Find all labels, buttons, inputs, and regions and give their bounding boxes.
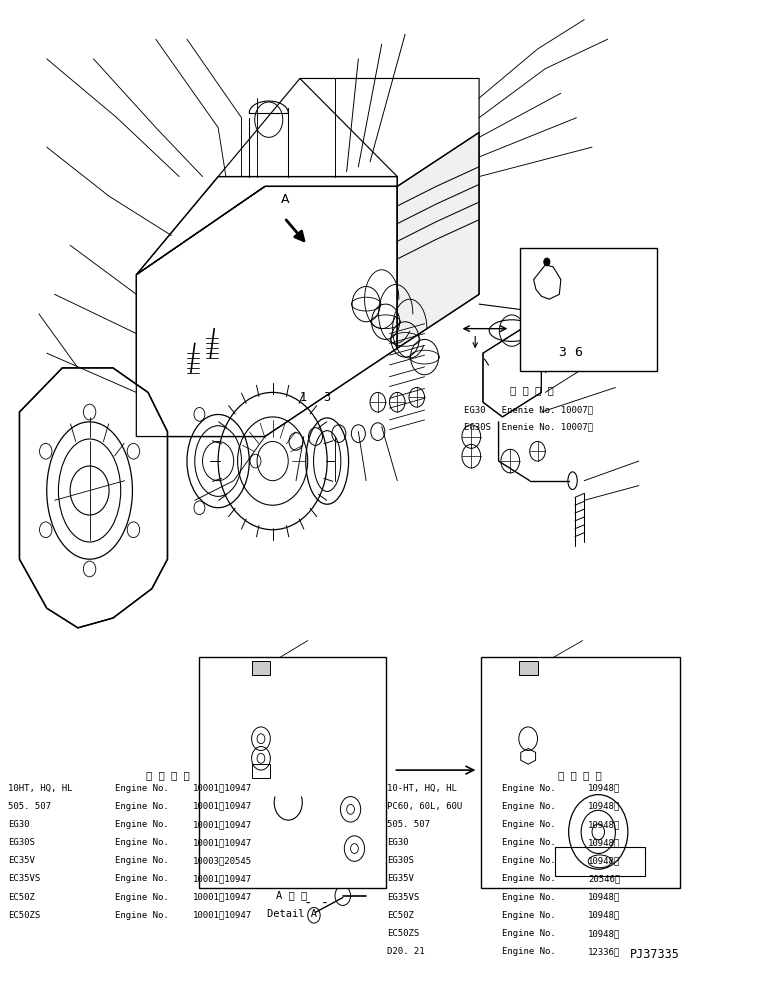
Text: Engine No.: Engine No.	[502, 784, 556, 793]
Text: Engine No.: Engine No.	[502, 820, 556, 829]
Text: EG30S: EG30S	[387, 856, 414, 865]
Text: EG30S: EG30S	[8, 838, 34, 847]
Text: 12336～: 12336～	[588, 947, 620, 955]
Text: EG30S  Enenie No. 10007～: EG30S Enenie No. 10007～	[464, 423, 593, 432]
Text: Engine No.: Engine No.	[115, 874, 169, 883]
Text: EC50ZS: EC50ZS	[8, 910, 40, 920]
Text: 10948～: 10948～	[588, 801, 620, 810]
Text: 10948～: 10948～	[588, 929, 620, 938]
Text: 10948～: 10948～	[588, 838, 620, 847]
Bar	[252, 661, 270, 675]
Text: 10001～10947: 10001～10947	[193, 784, 252, 793]
Text: 適 用 号 機: 適 用 号 機	[146, 770, 189, 780]
Text: Engine No.: Engine No.	[502, 801, 556, 810]
Polygon shape	[19, 368, 167, 628]
Text: Engine No.: Engine No.	[502, 947, 556, 955]
Text: EG30   Enenie No. 10007～: EG30 Enenie No. 10007～	[464, 405, 593, 414]
Bar	[252, 764, 270, 778]
Text: 20546～: 20546～	[588, 874, 620, 883]
Text: EG30: EG30	[8, 820, 30, 829]
Text: EC50Z: EC50Z	[8, 893, 34, 902]
Text: Detail A: Detail A	[267, 909, 317, 919]
Text: Engine No.: Engine No.	[115, 893, 169, 902]
Text: 3: 3	[323, 391, 330, 404]
Text: 10-HT, HQ, HL: 10-HT, HQ, HL	[387, 784, 457, 793]
Text: 10003～20545: 10003～20545	[193, 856, 252, 865]
Text: Engine No.: Engine No.	[502, 893, 556, 902]
Text: Engine No.: Engine No.	[502, 910, 556, 920]
Text: EC35V: EC35V	[8, 856, 34, 865]
Text: 10948～: 10948～	[588, 910, 620, 920]
Text: Engine No.: Engine No.	[502, 929, 556, 938]
Text: 505. 507: 505. 507	[387, 820, 430, 829]
Text: Engine No.: Engine No.	[115, 820, 169, 829]
Text: Engine No.: Engine No.	[502, 856, 556, 865]
Text: Engine No.: Engine No.	[115, 910, 169, 920]
Text: 10001～10947: 10001～10947	[193, 801, 252, 810]
Text: EG35VS: EG35VS	[387, 893, 419, 902]
Text: 505. 507: 505. 507	[8, 801, 51, 810]
Text: 10HT, HQ, HL: 10HT, HQ, HL	[8, 784, 72, 793]
Bar	[520, 248, 657, 371]
Polygon shape	[136, 186, 397, 437]
Text: A: A	[280, 193, 289, 206]
Text: EC50Z: EC50Z	[387, 910, 414, 920]
Text: 10001～10947: 10001～10947	[193, 874, 252, 883]
Text: Engine No.: Engine No.	[115, 784, 169, 793]
Text: PJ37335: PJ37335	[629, 949, 679, 961]
Text: Engine No.: Engine No.	[502, 874, 556, 883]
Polygon shape	[136, 177, 397, 275]
Circle shape	[544, 258, 550, 266]
Text: 1: 1	[300, 391, 307, 404]
Text: 適 用 号 機: 適 用 号 機	[559, 770, 602, 780]
Text: 10948～: 10948～	[588, 784, 620, 793]
Text: 10001～10947: 10001～10947	[193, 838, 252, 847]
Text: Engine No.: Engine No.	[115, 801, 169, 810]
Text: EG35V: EG35V	[387, 874, 414, 883]
Text: 10001～10947: 10001～10947	[193, 820, 252, 829]
Text: Engine No.: Engine No.	[115, 856, 169, 865]
Text: 10948～: 10948～	[588, 856, 620, 865]
Bar	[519, 661, 538, 675]
Text: 10948～: 10948～	[588, 820, 620, 829]
Text: 適 用 号 機: 適 用 号 機	[510, 386, 554, 395]
Text: PC60, 60L, 60U: PC60, 60L, 60U	[387, 801, 463, 810]
Bar	[481, 657, 680, 888]
Text: EC35VS: EC35VS	[8, 874, 40, 883]
Text: 3 6: 3 6	[559, 346, 583, 359]
Text: 10948～: 10948～	[588, 893, 620, 902]
Text: EC50ZS: EC50ZS	[387, 929, 419, 938]
Text: Engine No.: Engine No.	[502, 838, 556, 847]
Text: A 詳 細: A 詳 細	[277, 891, 308, 901]
Text: D20. 21: D20. 21	[387, 947, 425, 955]
Text: 10001～10947: 10001～10947	[193, 893, 252, 902]
Text: 10001～10947: 10001～10947	[193, 910, 252, 920]
Polygon shape	[483, 329, 541, 417]
Bar	[199, 657, 386, 888]
Text: EG30: EG30	[387, 838, 409, 847]
Bar	[555, 847, 645, 876]
Text: Engine No.: Engine No.	[115, 838, 169, 847]
Text: - -: - -	[304, 897, 329, 910]
Polygon shape	[397, 132, 479, 348]
